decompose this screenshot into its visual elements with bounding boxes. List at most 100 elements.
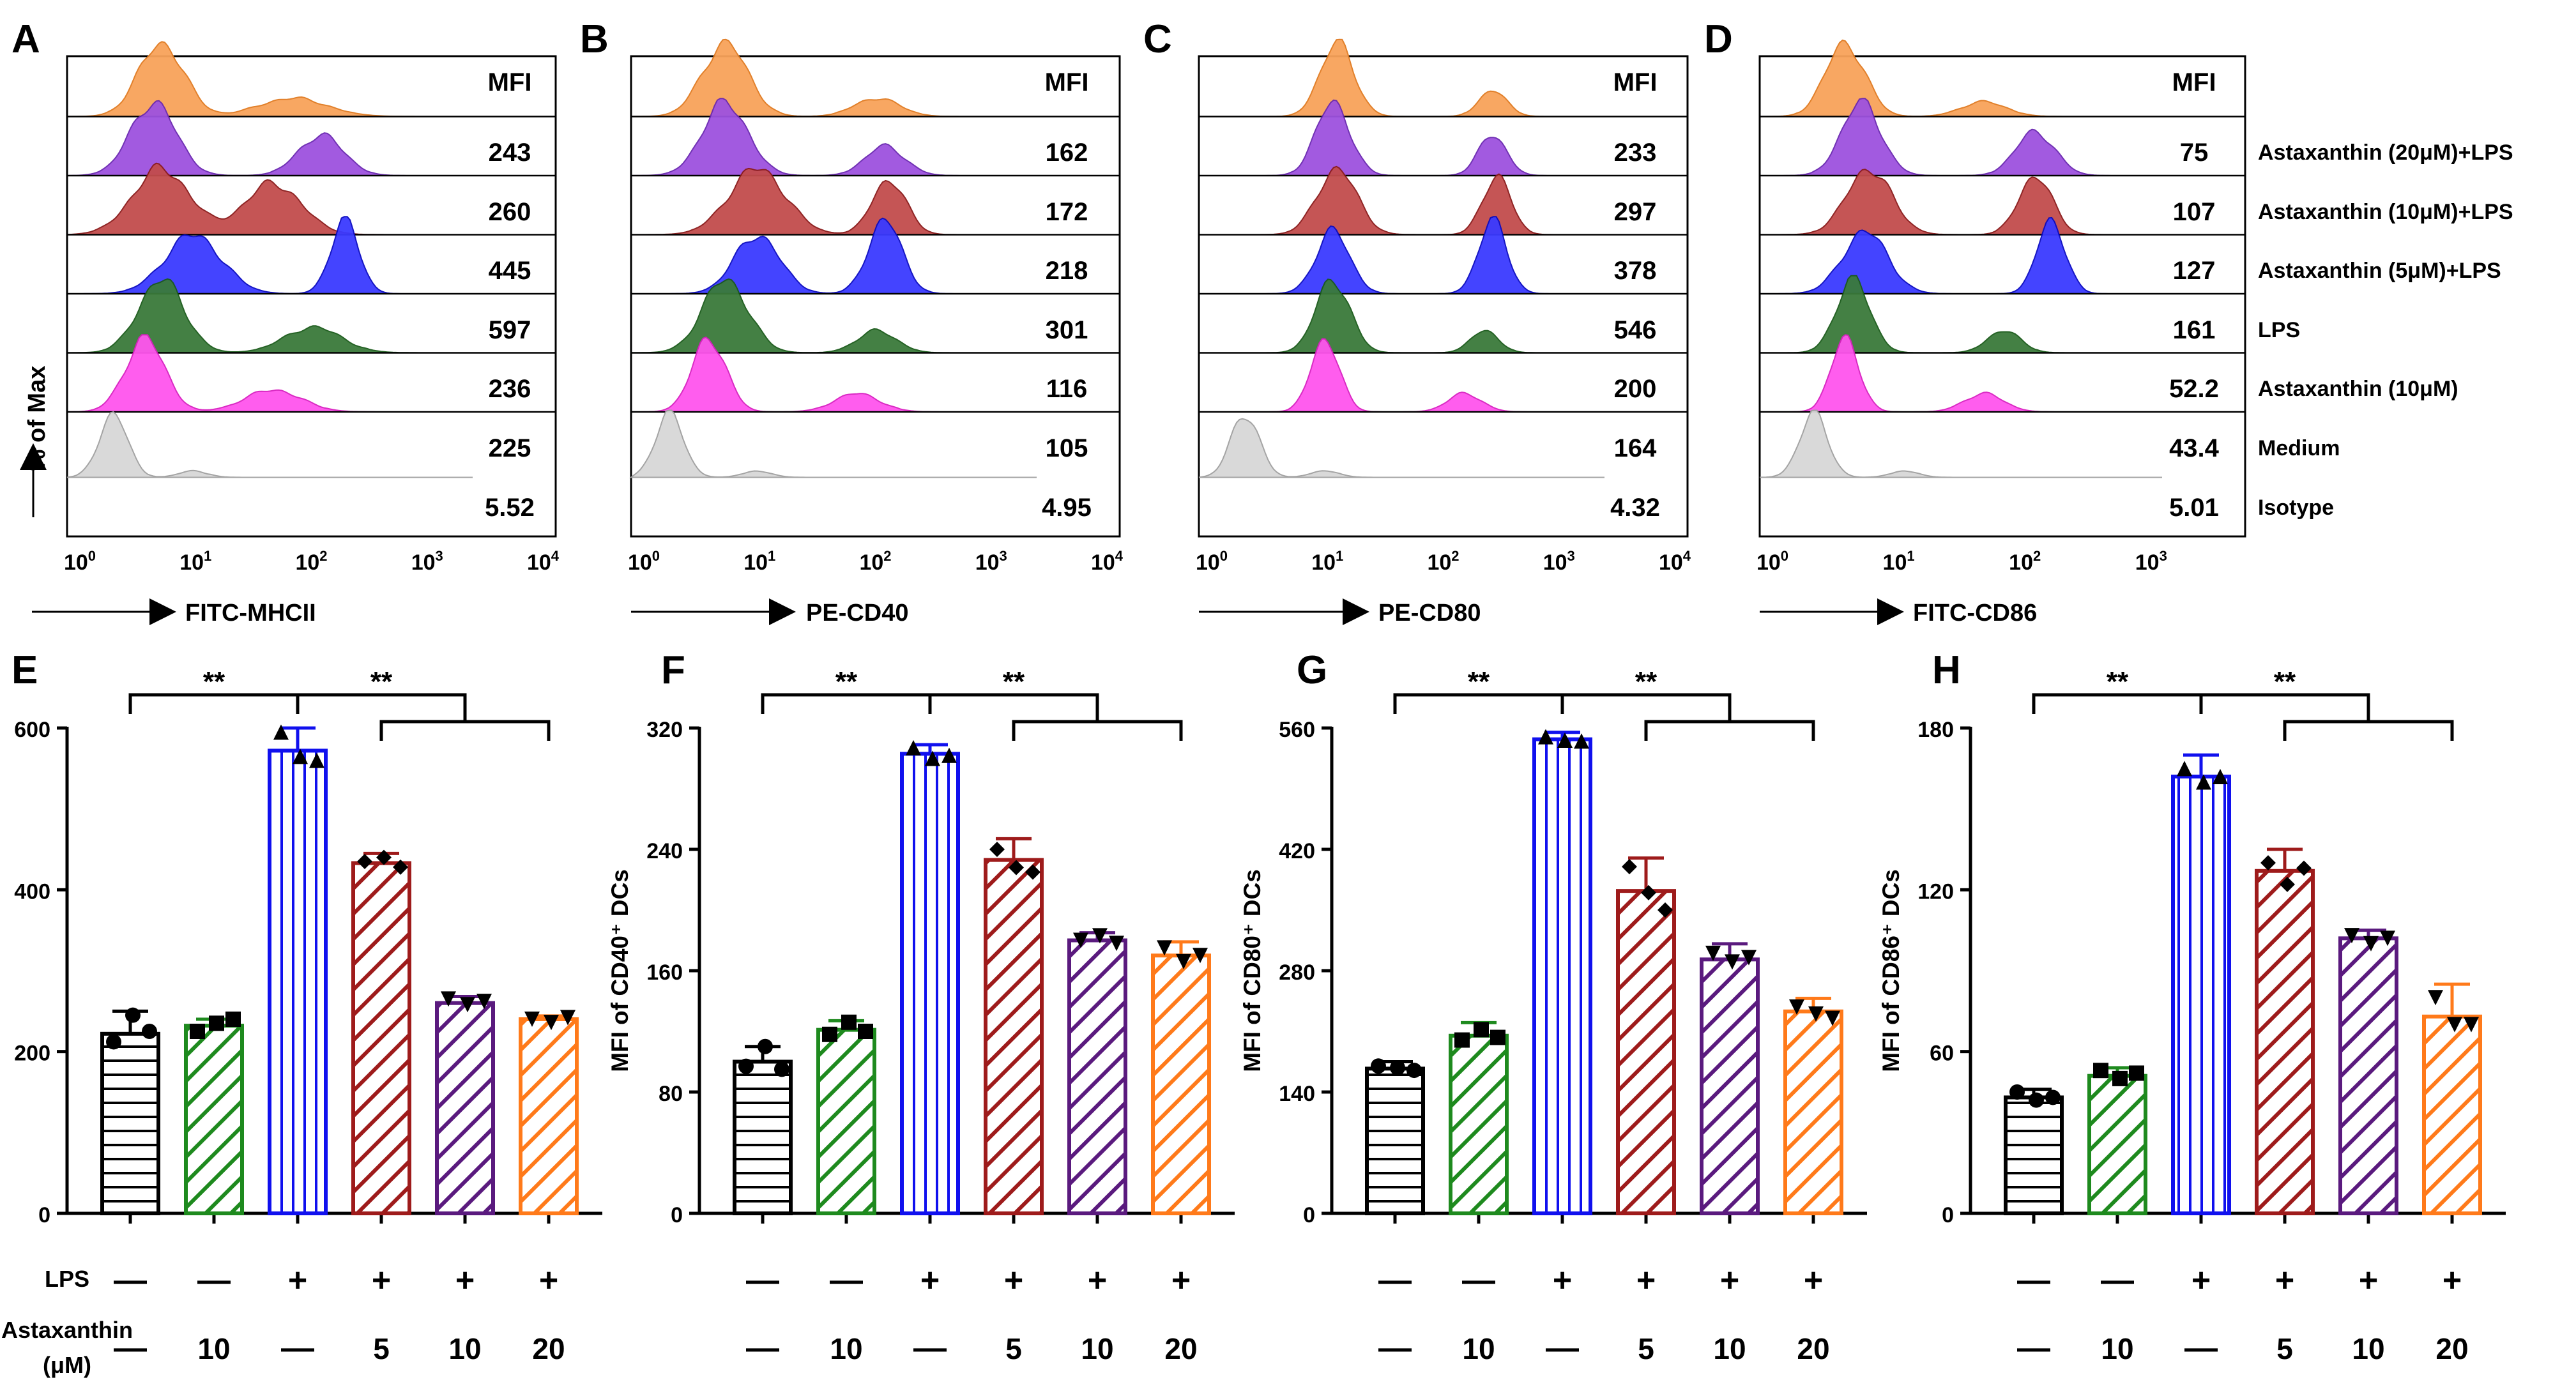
significance-mark: ** (1635, 666, 1658, 697)
histogram-row: % of Max A MFI 243 260 445 597 236 225 5… (11, 17, 2513, 626)
panel-H: H 0 60 120 180 MFI of CD86⁺ DCs ** ** (1878, 648, 2506, 1227)
significance-bracket (1393, 693, 1564, 714)
panel-G: G 0 140 280 420 560 MFI of CD80⁺ DCs ** ** (1239, 648, 1867, 1227)
panel-label-H: H (1932, 648, 1961, 692)
data-point (2093, 1063, 2108, 1079)
x-tick-exponent: 0 (88, 548, 96, 564)
histogram-trace (66, 41, 473, 118)
astaxanthin-dose: 20 (2435, 1332, 2468, 1365)
histogram-y-axis: % of Max (19, 366, 50, 517)
y-tick-label: 280 (1279, 960, 1315, 985)
x-tick-label: 102 (1427, 548, 1459, 575)
histogram-trace (1760, 39, 2162, 118)
x-tick-label: 101 (1883, 548, 1915, 575)
astaxanthin-dose: — (114, 1330, 147, 1367)
data-point (476, 994, 492, 1010)
mfi-header-A: MFI (488, 68, 532, 96)
x-axis-title-C: PE-CD80 (1378, 600, 1481, 626)
mfi-value: 445 (489, 257, 531, 285)
bar (1700, 957, 1760, 1216)
data-point (142, 1024, 157, 1039)
bar-chart-H: 0 60 120 180 MFI of CD86⁺ DCs ** ** (1878, 666, 2506, 1227)
x-tick-exponent: 1 (204, 548, 211, 564)
y-axis-title: MFI of CD80⁺ DCs (1239, 869, 1265, 1072)
mfi-value: 546 (1614, 316, 1657, 344)
data-point (1073, 932, 1088, 948)
x-tick-exponent: 2 (319, 548, 327, 564)
y-tick-label: 60 (1930, 1042, 1954, 1066)
bar (984, 858, 1044, 1215)
bar (816, 1028, 876, 1215)
histogram-ylabel: % of Max (24, 366, 50, 471)
astaxanthin-dose: 5 (2276, 1332, 2293, 1365)
significance-mark: ** (370, 666, 393, 697)
legend-item: Astaxanthin (5μM)+LPS (2258, 259, 2501, 283)
lps-sign: + (1171, 1262, 1191, 1299)
panel-label-B: B (580, 17, 609, 61)
x-tick-label: 101 (179, 548, 211, 575)
astaxanthin-dose: 20 (1164, 1332, 1197, 1365)
x-tick-label: 100 (1757, 548, 1788, 575)
lps-sign: + (1804, 1262, 1823, 1299)
y-tick-label: 600 (14, 718, 50, 742)
astaxanthin-dose: 10 (830, 1332, 862, 1365)
bar (1616, 889, 1676, 1215)
astaxanthin-dose: 20 (532, 1332, 565, 1365)
panel-label-D: D (1704, 17, 1733, 61)
significance-bracket (1562, 693, 1732, 722)
data-point (1789, 999, 1804, 1015)
lps-sign: — (746, 1262, 779, 1299)
data-point (273, 724, 289, 740)
bar-chart-G: 0 140 280 420 560 MFI of CD80⁺ DCs ** ** (1239, 666, 1867, 1227)
x-tick-label: 100 (1196, 548, 1228, 575)
significance-mark: ** (1468, 666, 1490, 697)
significance-bracket (379, 720, 551, 741)
bar (900, 752, 960, 1215)
data-point (1705, 945, 1721, 961)
bar-chart-row: E 0200400600MFI of MHCII⁺ DCs**** F 0801… (0, 648, 2506, 1378)
x-tick-label: 102 (295, 548, 327, 575)
histogram-trace (1760, 169, 2162, 236)
histogram-traces-D (1759, 39, 2245, 478)
y-tick-label: 0 (38, 1203, 50, 1227)
y-tick-label: 160 (646, 960, 683, 985)
bar (733, 1059, 793, 1215)
lps-sign: + (2359, 1262, 2378, 1299)
lps-sign: + (1553, 1262, 1572, 1299)
data-point (2344, 928, 2359, 944)
panel-A: A MFI 243 260 445 597 236 225 5.52 100 10… (11, 17, 560, 626)
significance-mark: ** (2274, 666, 2296, 697)
histogram-trace (630, 38, 1037, 118)
x-tick-exponent: 4 (551, 548, 560, 564)
x-tick-label: 100 (628, 548, 660, 575)
astaxanthin-dose: — (281, 1330, 314, 1367)
y-tick-label: 560 (1279, 718, 1315, 742)
mfi-header-B: MFI (1045, 68, 1089, 96)
histogram-traces-A (66, 41, 556, 478)
astaxanthin-dose: — (913, 1330, 947, 1367)
bar-chart-E: 0 200 400 600 MFI of MHCII⁺ DCs ** ** (0, 666, 602, 1227)
data-point (106, 1034, 121, 1050)
y-axis-title: MFI of CD40⁺ DCs (607, 869, 633, 1072)
mfi-value: 236 (489, 375, 531, 403)
panel-label-A: A (11, 17, 40, 61)
significance-bracket (2283, 720, 2454, 741)
bar (2255, 869, 2315, 1216)
data-point (1092, 928, 1108, 944)
bar (2422, 1014, 2482, 1216)
significance-bracket (930, 693, 1099, 722)
bar-chart-F: 0 80 160 240 320 MFI of CD40⁺ DCs ** ** (607, 666, 1235, 1227)
lps-sign: + (1088, 1262, 1107, 1299)
lps-sign: + (2191, 1262, 2211, 1299)
data-point (774, 1061, 789, 1077)
histogram-legend: Astaxanthin (20μM)+LPS Astaxanthin (10μM… (2258, 140, 2513, 520)
data-point (758, 1038, 773, 1054)
x-tick-exponent: 1 (768, 548, 775, 564)
mfi-value: 260 (489, 198, 531, 226)
data-point (2177, 761, 2192, 777)
x-tick-label: 101 (743, 548, 775, 575)
x-ticks-A: 100 101 102 103 104 (64, 548, 560, 575)
y-tick-label: 180 (1917, 718, 1954, 742)
mfi-value: 172 (1046, 198, 1088, 226)
